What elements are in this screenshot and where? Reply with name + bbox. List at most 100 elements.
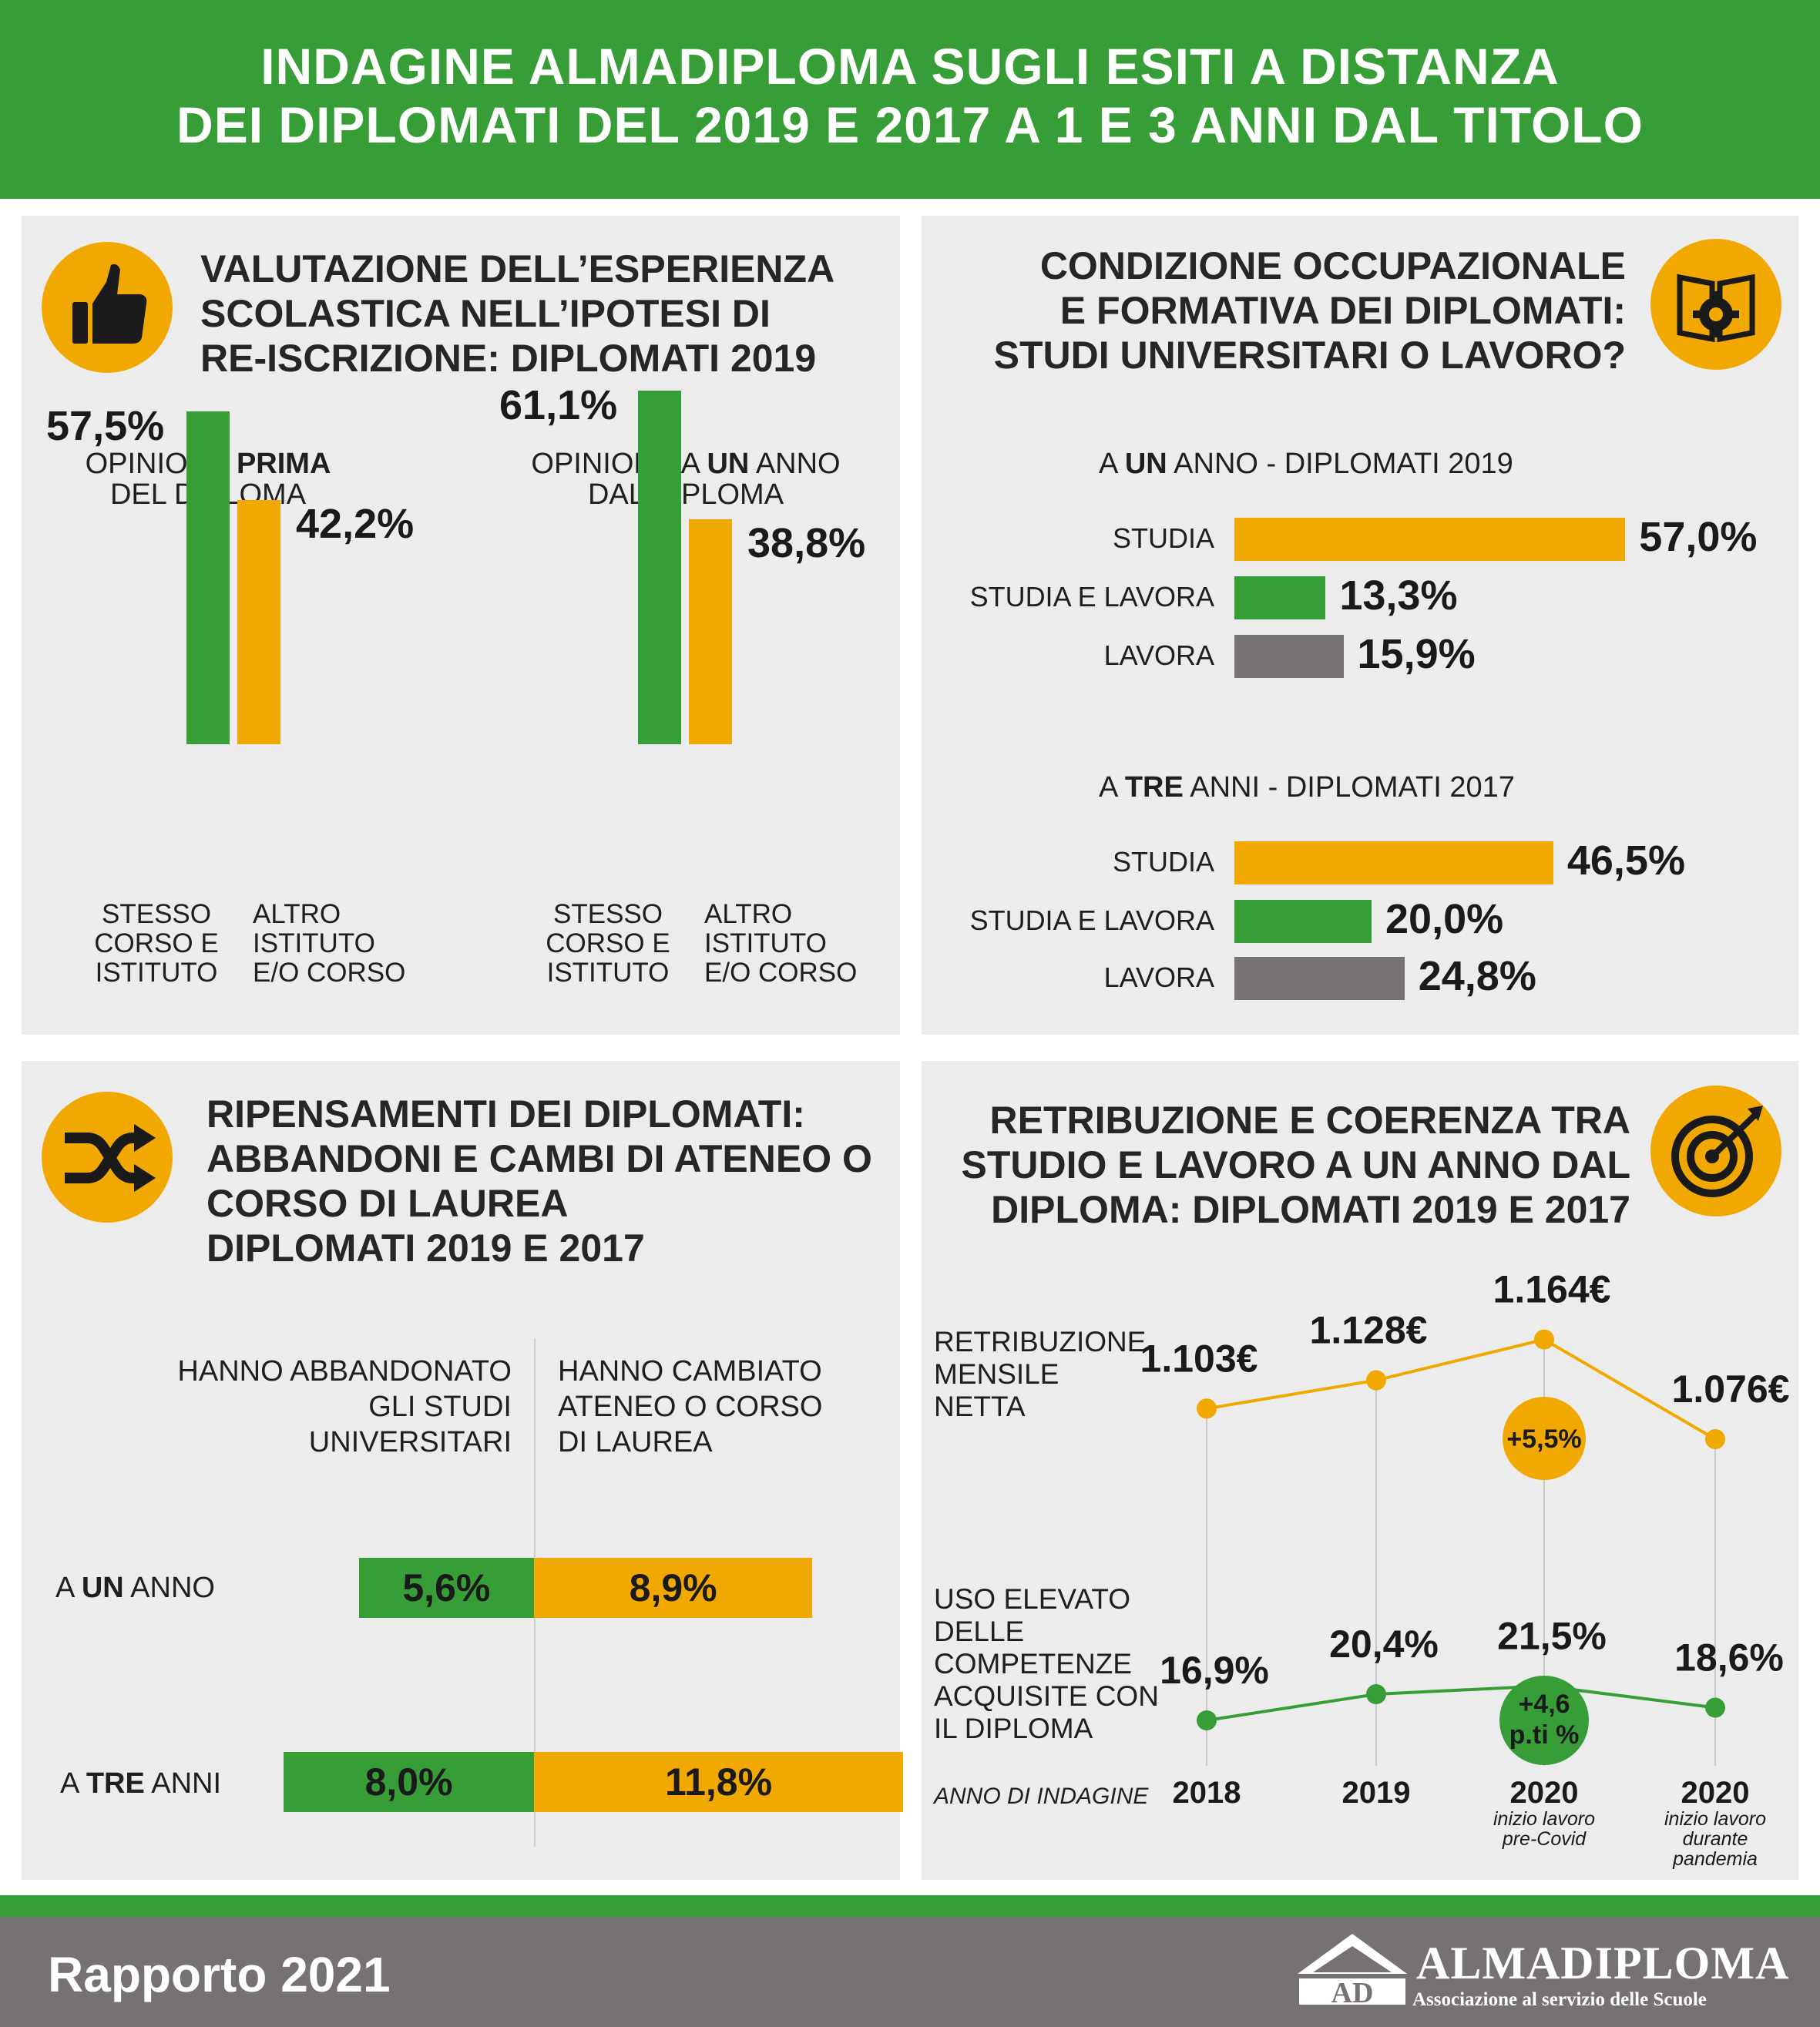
row-label-un-anno: A UN ANNO [55,1572,215,1604]
target-arrow-icon [1650,1086,1781,1217]
year-sublabel-3-2: pandemia [1672,1848,1758,1870]
value-prima-altro: 42,2% [296,500,415,547]
bar-unanno-1 [1234,576,1326,619]
value-unanno-stesso: 61,1% [499,381,618,428]
section-un-anno: A UN ANNO - DIPLOMATI 2019 [1099,448,1513,480]
cat-altro-1: ALTRO ISTITUTO E/O CORSO [253,899,406,988]
header-banner: INDAGINE ALMADIPLOMA SUGLI ESITI A DISTA… [0,0,1820,199]
value-unanno-2: 15,9% [1357,631,1476,677]
year-sublabel-3-1: durante [1683,1828,1748,1850]
label-salary: RETRIBUZIONE MENSILE NETTA [934,1326,1147,1422]
logo-mark: AD [1331,1977,1374,2009]
header-title-line2: DEI DIPLOMATI DEL 2019 E 2017 A 1 E 3 AN… [176,96,1644,153]
skills-value-0: 16,9% [1160,1649,1269,1692]
cat-stesso-1: STESSO CORSO E ISTITUTO [94,899,219,988]
value-unanno-altro: 38,8% [747,520,866,567]
skills-point-1 [1366,1684,1386,1705]
salary-value-0: 1.103€ [1140,1337,1258,1380]
bar-treanni-2 [1234,957,1405,1000]
skills-growth-text-2: p.ti % [1509,1720,1580,1750]
row-label-tre-anni: A TRE ANNI [60,1767,222,1800]
thumbs-up-icon [42,242,173,373]
value-treanni-1: 20,0% [1385,896,1504,942]
bar-unanno-0 [1234,518,1626,561]
skills-value-1: 20,4% [1329,1623,1439,1666]
skills-value-3: 18,6% [1674,1636,1784,1680]
bar-changed-1 [534,1752,904,1812]
header-title-line1: INDAGINE ALMADIPLOMA SUGLI ESITI A DISTA… [260,38,1560,95]
label-treanni-2: LAVORA [1103,961,1214,993]
line-chart: 1.103€ 1.128€ 1.164€ 1.076€ 16,9% 20,4% 21,5% 1… [1140,1268,1790,1870]
skills-growth-text-1: +4,6 [1518,1690,1570,1719]
bar-abandoned-1 [284,1752,534,1812]
cat-stesso-2: STESSO CORSO E ISTITUTO [546,899,670,988]
salary-point-0 [1197,1398,1217,1419]
report-year: Rapporto 2021 [48,1947,391,2002]
salary-value-2: 1.164€ [1493,1268,1611,1311]
logo-subtitle: Associazione al servizio delle Scuole [1412,1989,1707,2010]
footer-green-strip [0,1895,1820,1917]
skills-line [1206,1684,1716,1722]
bar-abandoned-0 [358,1558,534,1618]
year-sublabel-2-0: inizio lavoro [1493,1808,1595,1830]
value-treanni-0: 46,5% [1566,837,1685,884]
salary-value-1: 1.128€ [1310,1309,1428,1352]
footer: Rapporto 2021 AD ALMADIPLOMA Associazion… [0,1917,1820,2027]
panel-employment-condition: CONDIZIONE OCCUPAZIONALE E FORMATIVA DEI… [922,216,1798,1035]
group2-title: OPINIONE A UN ANNO DAL DIPLOMA [531,448,841,511]
year-tick-1: 2019 [1342,1776,1411,1810]
section-tre-anni: A TRE ANNI - DIPLOMATI 2017 [1099,771,1515,804]
salary-growth-badge [1503,1397,1586,1480]
panel3-title: RIPENSAMENTI DEI DIPLOMATI: ABBANDONI E … [207,1092,872,1270]
value-treanni-2: 24,8% [1418,953,1536,999]
shuffle-arrows-icon [42,1092,173,1223]
year-tick-2: 2020 [1510,1776,1579,1810]
bar-unanno-altro [689,519,732,744]
skills-point-3 [1705,1697,1725,1718]
skills-point-0 [1197,1710,1217,1730]
bar-unanno-2 [1234,635,1344,678]
value-prima-stesso: 57,5% [46,402,165,449]
almadiploma-logo-icon: AD [1298,1934,1407,2009]
year-tick-0: 2018 [1173,1776,1241,1810]
salary-point-1 [1366,1370,1386,1391]
panel4-title: RETRIBUZIONE E COERENZA TRA STUDIO E LAV… [961,1099,1630,1231]
value-unanno-1: 13,3% [1339,572,1458,619]
salary-growth-text: +5,5% [1506,1425,1581,1454]
col-header-abandoned: HANNO ABBANDONATO GLI STUDI UNIVERSITARI [177,1355,512,1458]
bar-prima-stesso [186,411,230,744]
salary-value-3: 1.076€ [1672,1368,1790,1411]
salary-line [1206,1337,1717,1441]
label-treanni-1: STUDIA E LAVORA [969,904,1214,936]
year-sublabel-3-0: inizio lavoro [1664,1808,1766,1830]
label-year-axis: ANNO DI INDAGINE [934,1784,1149,1809]
salary-point-2 [1534,1329,1554,1350]
value-changed-1: 11,8% [665,1760,773,1804]
panel1-title: VALUTAZIONE DELL’ESPERIENZA SCOLASTICA N… [200,247,835,380]
bar-treanni-1 [1234,900,1372,943]
bar-treanni-0 [1234,841,1553,884]
label-skills: USO ELEVATO DELLE COMPETENZE ACQUISITE CON… [934,1583,1159,1744]
value-changed-0: 8,9% [629,1566,717,1609]
skills-growth-badge [1499,1676,1589,1765]
value-abandoned-1: 8,0% [364,1760,453,1804]
panel2-title: CONDIZIONE OCCUPAZIONALE E FORMATIVA DEI… [993,244,1626,377]
col-header-changed: HANNO CAMBIATO ATENEO O CORSO DI LAUREA [558,1355,823,1458]
logo-name: ALMADIPLOMA [1416,1938,1790,1988]
salary-point-3 [1705,1429,1725,1449]
bar-unanno-stesso [638,390,681,744]
label-unanno-1: STUDIA E LAVORA [969,581,1214,612]
value-abandoned-0: 5,6% [402,1566,491,1609]
label-treanni-0: STUDIA [1112,846,1214,878]
year-sublabel-2-1: pre-Covid [1502,1828,1587,1850]
label-unanno-0: STUDIA [1112,522,1214,554]
panel-rethinking: RIPENSAMENTI DEI DIPLOMATI: ABBANDONI E … [22,1061,904,1880]
book-gear-icon [1650,239,1781,370]
year-tick-3: 2020 [1681,1776,1750,1810]
skills-value-2: 21,5% [1497,1614,1607,1657]
label-unanno-2: LAVORA [1103,639,1214,671]
panel-school-evaluation: VALUTAZIONE DELL’ESPERIENZA SCOLASTICA N… [22,216,900,1035]
value-unanno-0: 57,0% [1639,514,1758,560]
cat-altro-2: ALTRO ISTITUTO E/O CORSO [704,899,858,988]
panel-salary-coherence: RETRIBUZIONE E COERENZA TRA STUDIO E LAV… [922,1061,1798,1880]
